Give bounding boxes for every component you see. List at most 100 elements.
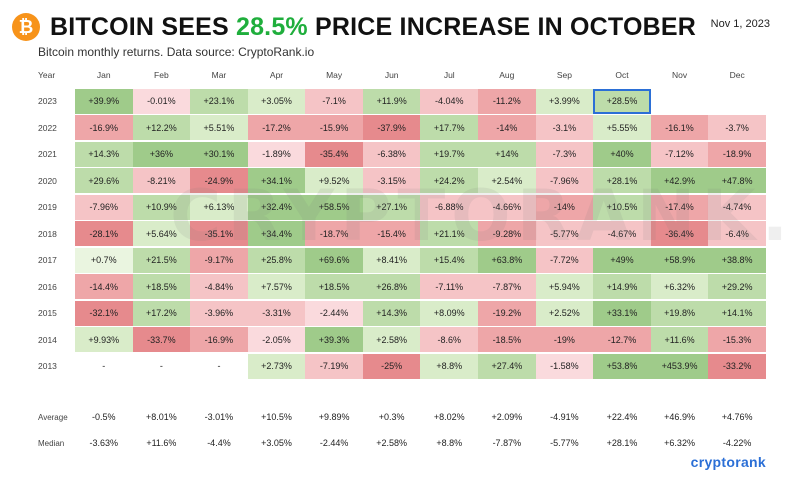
heatmap-cell-2016-aug: -7.87% [478, 274, 536, 300]
heatmap-cell-2022-nov: -16.1% [650, 115, 709, 141]
heatmap-cell-2014-jan: +9.93% [75, 327, 133, 353]
heatmap-cell-2018-apr: +34.4% [247, 221, 306, 247]
heatmap-cell-2014-jun: +2.58% [362, 327, 421, 353]
heatmap-cell-2018-dec: -6.4% [708, 221, 766, 247]
heatmap-cell-2016-jan: -14.4% [75, 274, 133, 300]
heatmap-cell-2017-nov: +58.9% [650, 247, 709, 273]
heatmap-cell-2017-dec: +38.8% [708, 247, 766, 273]
summary-value-median-dec: -4.22% [722, 438, 752, 448]
heatmap-cell-2021-may: -35.4% [305, 141, 363, 167]
heatmap-cell-2014-feb: -33.7% [132, 327, 191, 353]
heatmap-cell-2015-mar: -3.96% [190, 300, 248, 326]
row-cells: +9.93% -33.7% -16.9% -2.05% +39.3% +2.58% -8.6… [75, 327, 766, 353]
heatmap-cell-2018-jun: -15.4% [362, 221, 421, 247]
heatmap-cell-2021-dec: -18.9% [708, 141, 766, 167]
heatmap-cell-2017-jun: +8.41% [362, 247, 421, 273]
summary-value-average-may: +9.89% [318, 412, 350, 422]
heatmap-cell-2013-sep: -1.58% [535, 353, 594, 379]
summary-stats: Average -0.5% +8.01% -3.01% +10.5% +9.89% +0.3… [38, 404, 766, 456]
heatmap-rows: 2023 +39.9% -0.01% +23.1% +3.05% -7.1% +11.9% -… [38, 88, 766, 380]
summary-value-median-sep: -5.77% [550, 438, 579, 448]
heatmap-cell-2015-jan: -32.1% [75, 300, 133, 326]
heatmap-cell-2023-mar: +23.1% [190, 88, 248, 114]
heatmap-cell-2018-sep: -5.77% [535, 221, 594, 247]
heatmap-cell-2019-dec: -4.74% [708, 194, 766, 220]
heatmap-cell-2019-oct: +10.5% [593, 194, 651, 220]
heatmap-cell-2019-feb: +10.9% [132, 194, 191, 220]
heatmap-cell-2015-apr: -3.31% [247, 300, 306, 326]
year-label: 2020 [38, 175, 57, 186]
year-label: 2015 [38, 308, 57, 319]
heatmap-cell-2020-sep: -7.96% [535, 168, 594, 194]
month-header-mar: Mar [211, 70, 227, 80]
heatmap-cell-2016-feb: +18.5% [132, 274, 191, 300]
heatmap-cell-2015-nov: +19.8% [650, 300, 709, 326]
month-header-sep: Sep [556, 70, 572, 80]
heatmap-cell-2021-nov: -7.12% [650, 141, 709, 167]
subtitle: Bitcoin monthly returns. Data source: Cr… [38, 45, 315, 59]
month-header-dec: Dec [729, 70, 745, 80]
heatmap-cell-2018-mar: -35.1% [190, 221, 248, 247]
heatmap-cell-2020-apr: +34.1% [247, 168, 306, 194]
heatmap-cell-2018-jul: +21.1% [420, 221, 479, 247]
heatmap-cell-2017-feb: +21.5% [132, 247, 191, 273]
heatmap-cell-2016-may: +18.5% [305, 274, 363, 300]
heatmap-cell-2013-jun: -25% [362, 353, 421, 379]
heatmap-cell-2019-sep: -14% [535, 194, 594, 220]
heatmap-cell-2017-mar: -9.17% [190, 247, 248, 273]
summary-value-average-mar: -3.01% [204, 412, 234, 422]
cryptorank-logo: cryptorank [690, 454, 766, 470]
heatmap-cell-2023-sep: +3.99% [535, 88, 594, 114]
heatmap-cell-2021-sep: -7.3% [535, 141, 594, 167]
heatmap-cell-2014-sep: -19% [535, 327, 594, 353]
heatmap-row-2020: 2020 +29.6% -8.21% -24.9% +34.1% +9.52% -3.15%… [38, 168, 766, 195]
heatmap-cell-2022-sep: -3.1% [535, 115, 594, 141]
heatmap-row-2014: 2014 +9.93% -33.7% -16.9% -2.05% +39.3% +2.58%… [38, 327, 766, 354]
heatmap-cell-2022-aug: -14% [478, 115, 536, 141]
heatmap-cell-2018-jan: -28.1% [75, 221, 133, 247]
month-header-feb: Feb [154, 70, 169, 80]
heatmap-cell-2013-aug: +27.4% [478, 353, 536, 379]
heatmap-cell-2014-oct: -12.7% [593, 327, 651, 353]
heatmap-cell-2022-oct: +5.55% [593, 115, 651, 141]
heatmap-cell-2017-may: +69.6% [305, 247, 363, 273]
year-column-label: Year [38, 70, 56, 80]
summary-label: Average [38, 412, 68, 422]
page-title: BITCOIN SEES 28.5% PRICE INCREASE IN OCT… [50, 13, 696, 42]
heatmap-cell-2022-feb: +12.2% [132, 115, 191, 141]
year-label: 2014 [38, 334, 57, 345]
heatmap-cell-2022-mar: +5.51% [190, 115, 248, 141]
heatmap-cell-2015-aug: -19.2% [478, 300, 536, 326]
heatmap-cell-2013-jul: +8.8% [420, 353, 479, 379]
heatmap-cell-2021-aug: +14% [478, 141, 536, 167]
year-label: 2018 [38, 228, 57, 239]
row-cells: +39.9% -0.01% +23.1% +3.05% -7.1% +11.9% -4.04… [75, 88, 766, 114]
heatmap-cell-2022-apr: -17.2% [247, 115, 306, 141]
heatmap-row-2018: 2018 -28.1% +5.64% -35.1% +34.4% -18.7% -15.4%… [38, 221, 766, 248]
heatmap-cell-2013-oct: +53.8% [593, 353, 651, 379]
heatmap-cell-2017-sep: -7.72% [535, 247, 594, 273]
heatmap-cell-2023-feb: -0.01% [132, 88, 191, 114]
heatmap-cell-2014-aug: -18.5% [478, 327, 536, 353]
heatmap-cell-2018-may: -18.7% [305, 221, 363, 247]
summary-value-average-jul: +8.02% [433, 412, 465, 422]
heatmap-cell-2016-apr: +7.57% [247, 274, 306, 300]
heatmap-cell-2019-mar: +6.13% [190, 194, 248, 220]
summary-value-average-feb: +8.01% [145, 412, 177, 422]
heatmap-cell-2017-jan: +0.7% [75, 247, 133, 273]
summary-value-average-jun: +0.3% [378, 412, 405, 422]
heatmap-cell-2016-nov: +6.32% [650, 274, 709, 300]
heatmap-cell-2020-jan: +29.6% [75, 168, 133, 194]
heatmap-cell-2020-nov: +42.9% [650, 168, 709, 194]
heatmap-cell-2016-jun: +26.8% [362, 274, 421, 300]
heatmap-cell-2022-jan: -16.9% [75, 115, 133, 141]
heatmap-cell-2018-nov: -36.4% [650, 221, 709, 247]
month-header-nov: Nov [672, 70, 688, 80]
year-label: 2017 [38, 255, 57, 266]
year-label: 2021 [38, 149, 57, 160]
summary-value-average-nov: +46.9% [664, 412, 695, 422]
title-prefix: BITCOIN SEES [50, 12, 236, 41]
summary-value-average-aug: +2.09% [491, 412, 523, 422]
summary-value-average-oct: +22.4% [606, 412, 638, 422]
summary-value-average-jan: -0.5% [92, 412, 116, 422]
